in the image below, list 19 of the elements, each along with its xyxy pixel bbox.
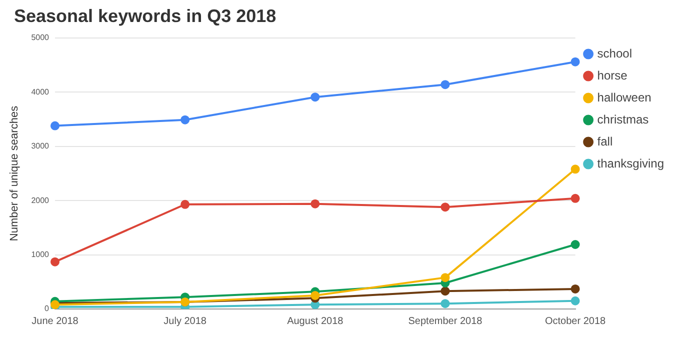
y-tick-label: 1000 xyxy=(31,250,50,260)
legend-label: fall xyxy=(597,134,613,148)
chart-title: Seasonal keywords in Q3 2018 xyxy=(14,6,276,27)
x-tick-label: July 2018 xyxy=(164,316,207,327)
legend-label: school xyxy=(597,46,632,60)
x-tick-label: September 2018 xyxy=(408,316,483,327)
y-axis-title: Number of unique searches xyxy=(8,105,21,242)
y-tick-label: 3000 xyxy=(31,142,50,151)
x-tick-label: June 2018 xyxy=(32,316,79,327)
legend-label: halloween xyxy=(597,90,652,104)
legend-label: thanksgiving xyxy=(597,156,664,170)
legend-label: horse xyxy=(597,68,628,82)
y-tick-label: 0 xyxy=(44,304,50,314)
y-tick-label: 2000 xyxy=(31,196,50,205)
legend-label: christmas xyxy=(597,112,649,126)
y-tick-label: 4000 xyxy=(31,87,50,96)
x-tick-label: August 2018 xyxy=(287,316,344,327)
y-tick-label: 5000 xyxy=(31,33,50,42)
x-tick-label: October 2018 xyxy=(544,316,606,327)
